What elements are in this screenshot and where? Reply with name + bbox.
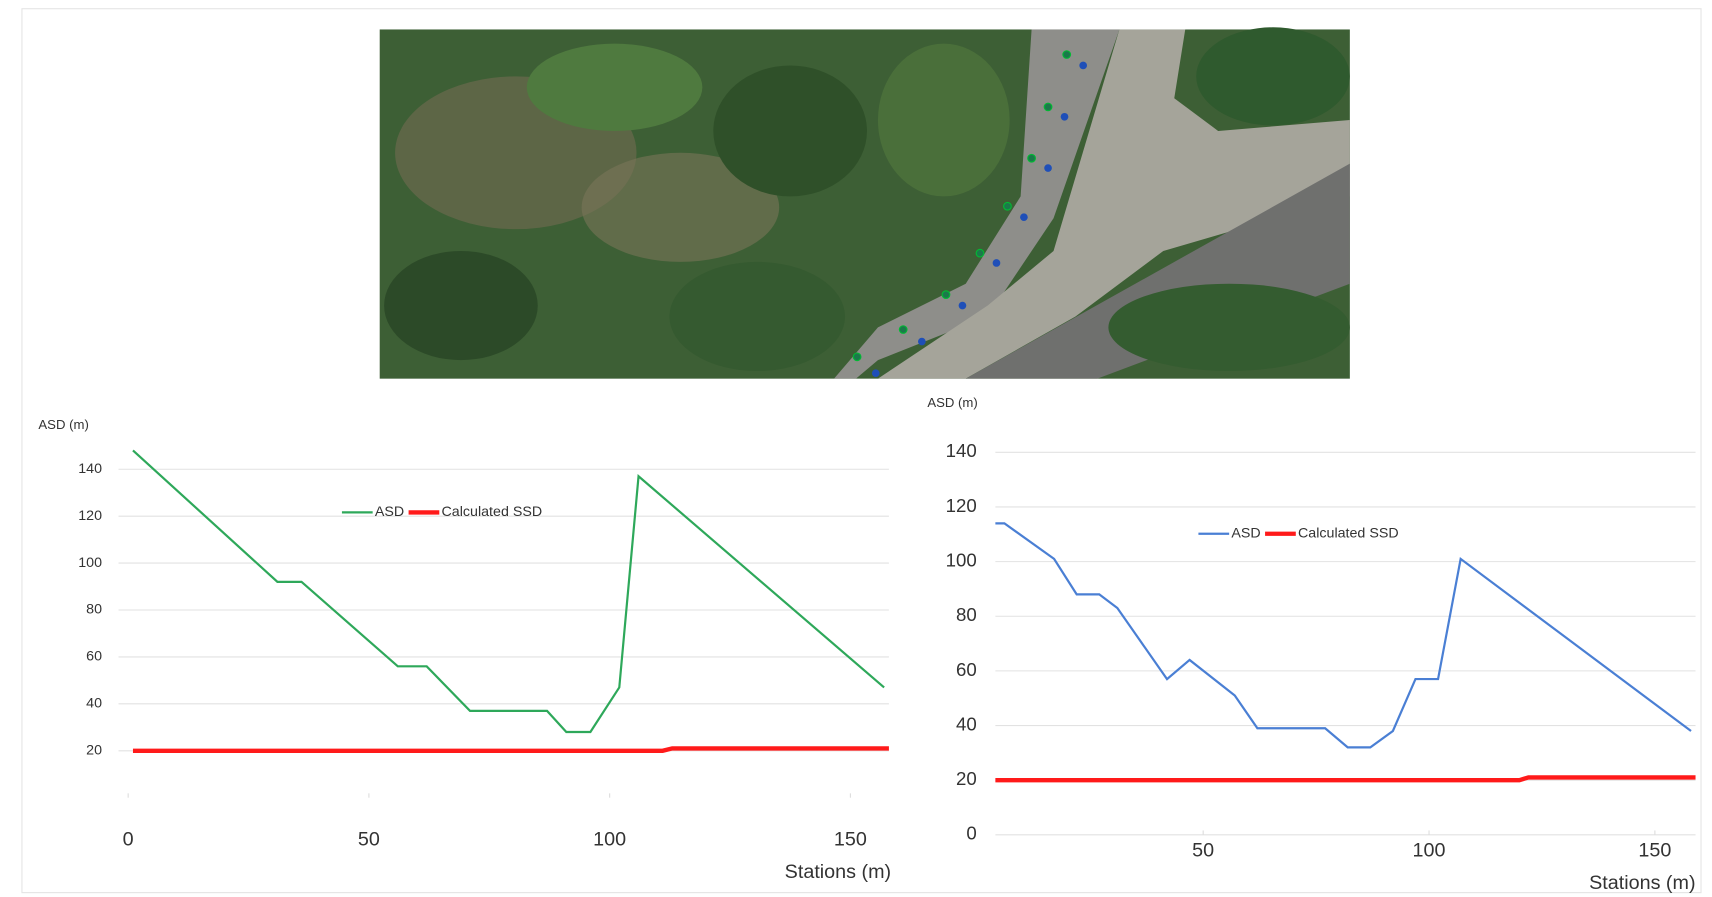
- legend-label: ASD: [375, 504, 404, 520]
- y-tick-label: 60: [86, 649, 102, 665]
- y-tick-label: 140: [78, 461, 102, 477]
- y-tick-label: 40: [956, 713, 977, 734]
- y-tick-label: 20: [86, 743, 102, 759]
- y-tick-label: 80: [86, 602, 102, 618]
- x-tick-label: 150: [1638, 839, 1671, 861]
- series-line: [133, 450, 884, 732]
- x-axis-label: Stations (m): [1589, 872, 1695, 894]
- y-axis-label: ASD (m): [927, 395, 977, 410]
- x-axis-label: Stations (m): [785, 861, 891, 883]
- series-line: [133, 748, 889, 750]
- legend-label: Calculated SSD: [1298, 526, 1399, 542]
- y-tick-label: 100: [78, 555, 102, 571]
- y-tick-label: 100: [946, 550, 977, 571]
- x-tick-label: 150: [834, 828, 867, 850]
- page: {"chart_data": [ {"type": "line", "ylabe…: [0, 0, 1712, 897]
- y-tick-label: 120: [78, 508, 102, 524]
- y-tick-label: 80: [956, 604, 977, 625]
- y-tick-label: 120: [946, 495, 977, 516]
- y-tick-label: 0: [966, 823, 976, 844]
- legend-label: ASD: [1231, 526, 1260, 542]
- y-tick-label: 20: [956, 768, 977, 789]
- x-tick-label: 100: [593, 828, 626, 850]
- x-tick-label: 100: [1413, 839, 1446, 861]
- x-tick-label: 50: [1192, 839, 1214, 861]
- x-tick-label: 50: [358, 828, 380, 850]
- figure: 20 40 60 80 100 120 140 0 50 100 150 ASD (m) Station…: [0, 0, 1712, 897]
- y-tick-label: 40: [86, 696, 102, 712]
- series-line: [995, 523, 1691, 747]
- y-axis-label: ASD (m): [38, 417, 88, 432]
- aerial-image: [380, 27, 1350, 378]
- x-tick-label: 0: [123, 828, 134, 850]
- legend-label: Calculated SSD: [442, 504, 543, 520]
- y-tick-label: 140: [946, 440, 977, 461]
- y-tick-label: 60: [956, 659, 977, 680]
